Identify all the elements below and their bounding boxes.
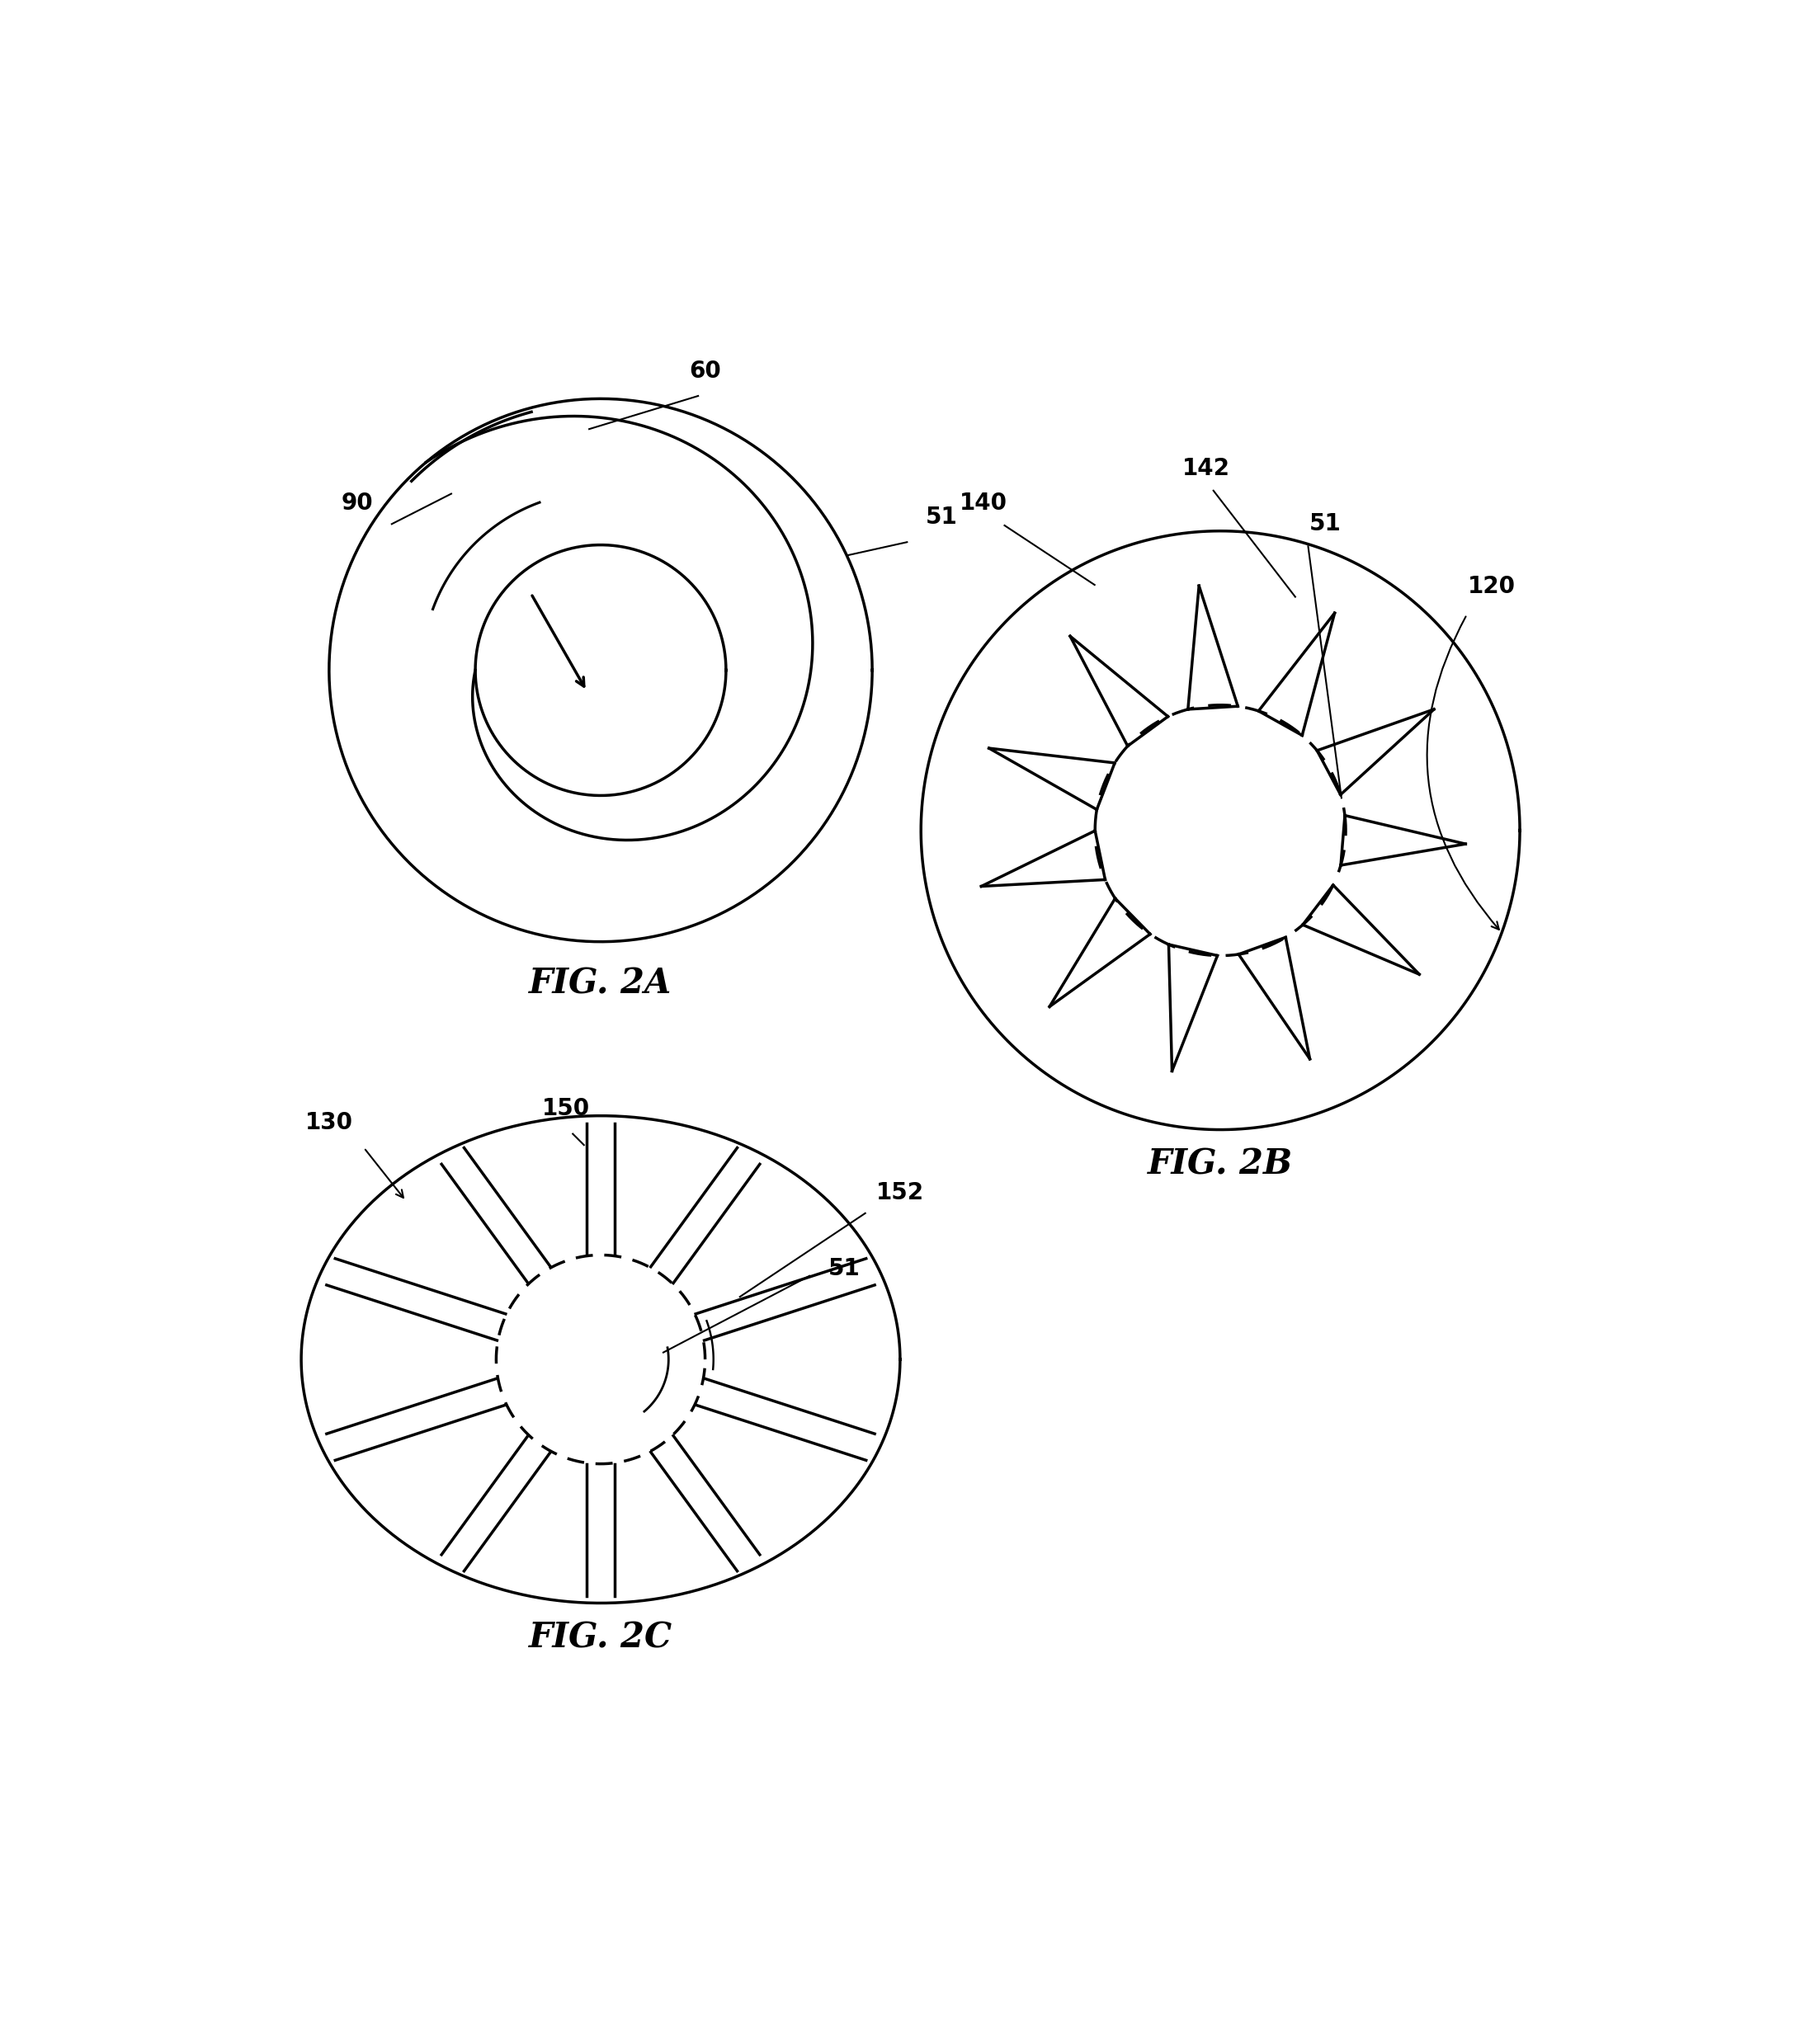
Text: 90: 90 bbox=[341, 493, 372, 515]
Text: 120: 120 bbox=[1468, 574, 1517, 599]
Text: FIG. 2C: FIG. 2C bbox=[528, 1621, 672, 1656]
Text: 51: 51 bbox=[925, 505, 958, 529]
Text: 140: 140 bbox=[960, 493, 1008, 515]
Text: 51: 51 bbox=[828, 1257, 861, 1280]
Text: FIG. 2A: FIG. 2A bbox=[528, 967, 672, 1002]
Text: 51: 51 bbox=[1308, 513, 1341, 536]
Text: 150: 150 bbox=[543, 1098, 589, 1120]
Text: 142: 142 bbox=[1182, 456, 1231, 480]
Text: 60: 60 bbox=[688, 360, 721, 382]
Text: FIG. 2B: FIG. 2B bbox=[1148, 1147, 1294, 1181]
Text: 130: 130 bbox=[305, 1112, 352, 1134]
Text: 152: 152 bbox=[877, 1181, 924, 1204]
